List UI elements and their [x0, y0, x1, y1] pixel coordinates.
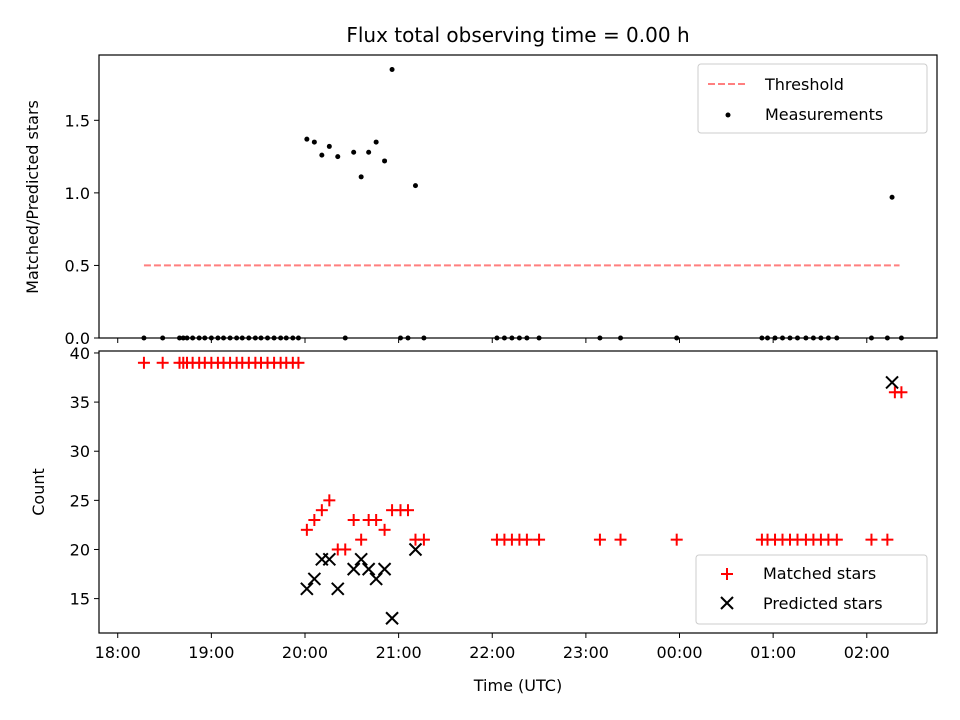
top-legend-frame — [697, 63, 928, 134]
matched-stars-point — [347, 514, 360, 527]
bottom-x-axis-label: Time (UTC) — [473, 676, 562, 695]
predicted-stars-point — [354, 552, 368, 567]
matched-stars-point — [156, 356, 169, 369]
top-y-tick-label: 1.0 — [65, 184, 90, 203]
bottom-y-tick-label: 25 — [70, 491, 90, 510]
bottom-x-tick-label: 19:00 — [188, 643, 234, 662]
matched-stars-point — [137, 356, 150, 369]
matched-stars-point — [323, 494, 336, 507]
bottom-x-tick-label: 18:00 — [95, 643, 141, 662]
predicted-stars-point — [385, 611, 399, 625]
legend-predicted-label: Predicted stars — [763, 594, 883, 613]
legend-threshold-label: Threshold — [764, 75, 844, 94]
matched-stars-point — [895, 386, 908, 399]
bottom-legend-frame — [695, 554, 928, 625]
measurement-point — [319, 152, 325, 158]
legend-matched-swatch — [721, 568, 733, 580]
measurement-point — [366, 149, 372, 155]
predicted-stars-point — [331, 582, 345, 596]
predicted-stars-point — [307, 572, 322, 586]
bottom-x-tick-label: 00:00 — [656, 643, 702, 662]
bottom-x-tick-label: 02:00 — [844, 643, 890, 662]
matched-stars-point — [300, 523, 313, 536]
bottom-x-tick-label: 21:00 — [376, 643, 422, 662]
measurement-point — [412, 183, 418, 189]
bottom-x-tick-label: 20:00 — [282, 643, 328, 662]
measurement-point — [351, 149, 357, 155]
bottom-panel: 18:00 19:00 20:00 21:00 22:00 23:00 00:00 01:00… — [29, 344, 938, 695]
bottom-x-tick-label: 01:00 — [750, 643, 796, 662]
matched-stars-point — [533, 533, 546, 546]
bottom-plot-frame — [98, 350, 938, 634]
legend-measurements-swatch — [725, 112, 731, 118]
bottom-y-axis: 15 20 25 30 35 40 — [70, 344, 99, 609]
legend-predicted-swatch — [720, 596, 734, 610]
matched-stars-point — [520, 533, 533, 546]
top-plot-marks — [141, 67, 904, 341]
matched-stars-point — [670, 533, 683, 546]
matched-stars-point — [339, 543, 352, 556]
measurement-point — [326, 143, 332, 149]
legend-matched-label: Matched stars — [763, 564, 876, 583]
measurement-point — [358, 174, 364, 180]
matched-stars-point — [315, 504, 328, 517]
matched-stars-point — [417, 533, 430, 546]
matched-stars-point — [355, 533, 368, 546]
top-panel: 0.0 0.5 1.0 1.5 Matched/Predicted stars Thr… — [23, 54, 938, 348]
bottom-y-tick-label: 35 — [70, 393, 90, 412]
bottom-y-tick-label: 20 — [70, 540, 90, 559]
matched-stars-point — [614, 533, 627, 546]
predicted-stars-point — [377, 562, 392, 576]
measurement-point — [889, 194, 895, 200]
predicted-stars-point — [346, 562, 361, 576]
matched-stars-point — [401, 504, 414, 517]
measurement-point — [304, 136, 310, 142]
matched-stars-point — [292, 356, 305, 369]
matched-stars-point — [881, 533, 894, 546]
top-y-tick-label: 1.5 — [65, 111, 90, 130]
bottom-y-tick-label: 15 — [70, 590, 90, 609]
bottom-x-tick-label: 23:00 — [563, 643, 609, 662]
measurement-point — [335, 154, 341, 160]
matched-stars-point — [593, 533, 606, 546]
measurement-point — [311, 139, 317, 145]
top-x-axis — [117, 338, 868, 343]
bottom-x-tick-label: 22:00 — [469, 643, 515, 662]
bottom-y-tick-label: 30 — [70, 442, 90, 461]
measurement-point — [389, 67, 395, 73]
matched-stars-point — [830, 533, 843, 546]
top-y-axis: 0.0 0.5 1.0 1.5 — [65, 111, 99, 348]
matched-stars-point — [378, 523, 391, 536]
bottom-x-axis: 18:00 19:00 20:00 21:00 22:00 23:00 00:00 01:00… — [95, 633, 890, 662]
predicted-stars-point — [361, 562, 376, 576]
matched-stars-point — [370, 514, 383, 527]
top-y-axis-label: Matched/Predicted stars — [23, 100, 42, 294]
predicted-stars-point — [885, 375, 899, 390]
bottom-y-axis-label: Count — [29, 468, 48, 516]
chart-title: Flux total observing time = 0.00 h — [346, 23, 689, 47]
measurement-point — [373, 139, 379, 145]
bottom-y-tick-label: 40 — [70, 344, 90, 363]
top-plot-frame — [98, 54, 938, 339]
top-legend: Threshold Measurements — [697, 63, 928, 134]
matched-stars-point — [308, 514, 321, 527]
legend-measurements-label: Measurements — [765, 105, 883, 124]
predicted-stars-point — [408, 542, 423, 557]
bottom-plot-marks — [137, 356, 908, 625]
predicted-stars-point — [322, 552, 337, 567]
predicted-stars-point — [300, 582, 314, 596]
measurement-point — [382, 158, 388, 164]
matched-stars-point — [865, 533, 878, 546]
bottom-legend: Matched stars Predicted stars — [695, 554, 928, 625]
top-y-tick-label: 0.5 — [65, 256, 90, 275]
top-y-tick-label: 0.0 — [65, 329, 90, 348]
